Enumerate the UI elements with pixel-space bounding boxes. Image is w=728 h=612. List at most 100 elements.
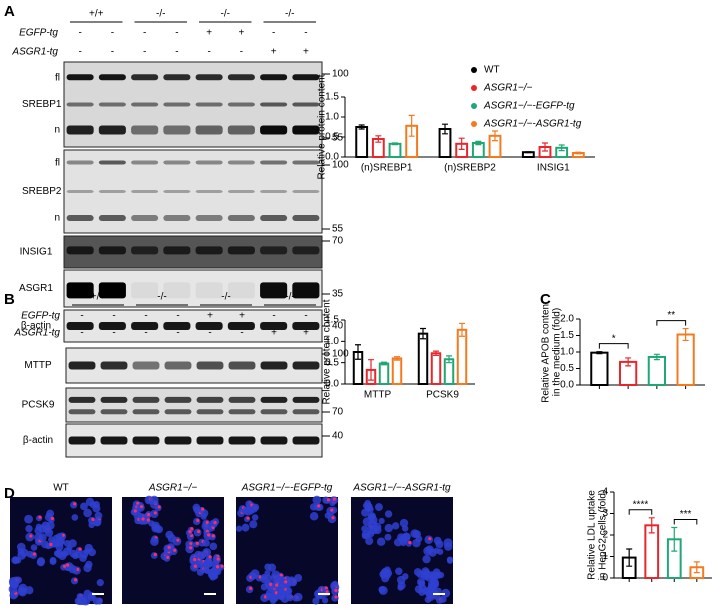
blot-band bbox=[98, 190, 126, 193]
ldl-signal bbox=[146, 518, 150, 522]
blot-band bbox=[163, 215, 191, 222]
error-bar bbox=[446, 355, 452, 364]
bar bbox=[417, 332, 429, 385]
marker-label: 55 bbox=[332, 224, 344, 235]
ldl-signal bbox=[141, 517, 145, 521]
ldl-signal bbox=[334, 588, 338, 593]
blot-band bbox=[195, 322, 223, 330]
genotype: -/- bbox=[221, 292, 230, 303]
nucleus bbox=[95, 597, 103, 605]
y-tick-label: 0.0 bbox=[325, 379, 339, 390]
error-bar bbox=[408, 114, 415, 137]
nucleus bbox=[68, 539, 77, 548]
blot-band bbox=[68, 409, 96, 415]
blot-band bbox=[260, 396, 288, 403]
significance-bracket bbox=[656, 320, 687, 326]
nucleus bbox=[384, 523, 394, 533]
ldl-signal bbox=[275, 583, 279, 587]
ldl-signal bbox=[189, 546, 193, 550]
y-tick-label: 4 bbox=[602, 487, 608, 498]
marker-label: 35 bbox=[332, 289, 344, 300]
nucleus bbox=[150, 537, 159, 546]
transgene-mark: - bbox=[240, 328, 243, 339]
nucleus bbox=[260, 573, 268, 581]
transgene-mark: - bbox=[175, 47, 178, 58]
legend-marker bbox=[471, 121, 477, 127]
protein-label: MTTP bbox=[24, 360, 52, 371]
blot-band bbox=[292, 436, 320, 445]
transgene-mark: - bbox=[144, 311, 147, 322]
transgene-mark: - bbox=[112, 328, 115, 339]
y-axis-label: Relative protein content bbox=[322, 299, 333, 404]
blot-band bbox=[260, 74, 288, 81]
nucleus bbox=[286, 587, 293, 594]
blot-band bbox=[292, 361, 320, 370]
blot-band bbox=[292, 74, 320, 81]
blot-band bbox=[66, 215, 94, 222]
nucleus bbox=[397, 533, 406, 542]
x-tick-label: (n)SREBP1 bbox=[361, 163, 413, 174]
ldl-signal bbox=[29, 534, 33, 538]
nucleus bbox=[38, 533, 47, 542]
error-bar bbox=[420, 327, 426, 340]
nucleus bbox=[368, 513, 376, 521]
panel-label: D bbox=[4, 485, 15, 502]
marker-label: 100 bbox=[332, 349, 349, 360]
blot-band bbox=[131, 215, 159, 222]
nucleus bbox=[202, 566, 210, 574]
nucleus bbox=[264, 569, 271, 576]
blot-band bbox=[68, 396, 96, 403]
transgene-mark: + bbox=[238, 28, 244, 39]
error-bar bbox=[653, 353, 660, 361]
blot-band bbox=[292, 396, 320, 403]
ldl-signal bbox=[326, 498, 331, 502]
nucleus bbox=[384, 510, 393, 518]
ldl-signal bbox=[249, 586, 253, 590]
blot-band bbox=[260, 246, 288, 255]
error-bar bbox=[433, 350, 439, 357]
blot-band bbox=[227, 102, 255, 107]
micrograph bbox=[351, 497, 454, 604]
legend-label: ASGR1−/−-ASGR1-tg bbox=[483, 119, 582, 130]
blot-band bbox=[164, 361, 192, 370]
blot-band bbox=[292, 102, 320, 107]
panel-label: B bbox=[4, 291, 15, 308]
blot-band bbox=[131, 74, 159, 81]
blot-band bbox=[66, 246, 94, 255]
genotype: -/- bbox=[285, 292, 294, 303]
nucleus bbox=[412, 538, 421, 548]
protein-label: PCSK9 bbox=[22, 400, 55, 411]
ldl-signal bbox=[66, 563, 70, 567]
y-tick-label: 0.5 bbox=[325, 357, 339, 368]
blot-band bbox=[260, 160, 288, 165]
nucleus bbox=[74, 551, 82, 559]
y-axis-label: in the medium (fold) bbox=[552, 308, 563, 396]
blot-band bbox=[292, 215, 320, 222]
nucleus bbox=[17, 586, 27, 596]
blot-band bbox=[292, 409, 320, 415]
blot-band bbox=[163, 282, 191, 299]
ldl-signal bbox=[211, 534, 215, 538]
blot-band bbox=[163, 190, 191, 193]
error-bar bbox=[459, 322, 465, 337]
nucleus bbox=[62, 547, 72, 556]
micrograph bbox=[8, 497, 112, 606]
blot-band bbox=[227, 190, 255, 193]
protein-label: ASGR1 bbox=[19, 283, 53, 294]
bar bbox=[647, 355, 666, 387]
y-tick-label: 1.0 bbox=[560, 347, 574, 358]
ldl-signal bbox=[331, 516, 335, 520]
nucleus bbox=[49, 556, 57, 564]
legend-label: ASGR1−/−-EGFP-tg bbox=[483, 101, 575, 112]
nucleus bbox=[80, 502, 88, 511]
transgene-mark: - bbox=[111, 47, 114, 58]
blot-band bbox=[100, 396, 128, 403]
blot-band bbox=[131, 160, 159, 165]
ldl-signal bbox=[196, 518, 200, 523]
transgene-label: ASGR1-tg bbox=[11, 47, 58, 58]
marker-label: 55 bbox=[332, 133, 344, 144]
nucleus bbox=[365, 536, 374, 546]
transgene-mark: + bbox=[303, 47, 309, 58]
blot bbox=[65, 387, 323, 423]
ldl-signal bbox=[73, 578, 78, 582]
